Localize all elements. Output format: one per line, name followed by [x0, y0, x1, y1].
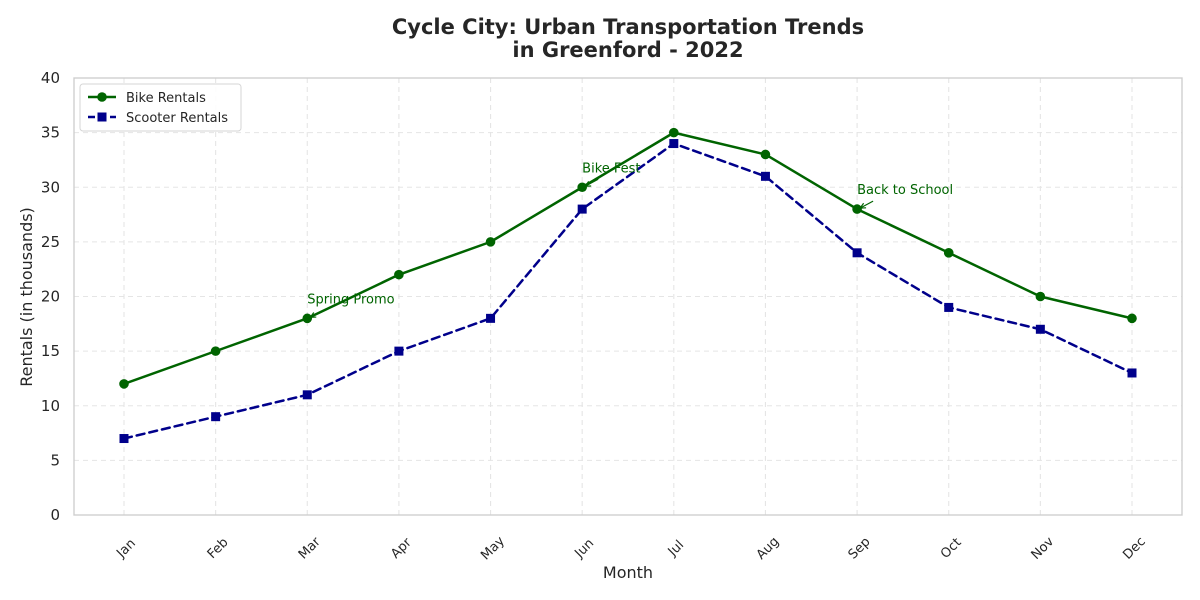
x-tick-label: Aug: [754, 534, 783, 563]
annotation-arrowhead: [858, 202, 867, 209]
annotation-arrow: [309, 309, 324, 318]
series-scooter-rentals: [119, 139, 1137, 444]
data-point-square: [119, 434, 129, 444]
series-bike-rentals: [119, 127, 1137, 389]
y-tick-label: 35: [41, 124, 60, 142]
x-axis-label: Month: [603, 563, 653, 582]
legend-label: Bike Rentals: [126, 91, 206, 106]
y-tick-label: 15: [41, 342, 60, 360]
data-point-circle: [210, 346, 221, 356]
series-line: [122, 142, 1134, 440]
data-point-square: [486, 313, 496, 323]
data-point-circle: [119, 379, 129, 389]
series-lines: [119, 127, 1137, 444]
plot-area-border: [73, 77, 1183, 516]
y-tick-label: 10: [41, 397, 60, 415]
data-point-circle: [669, 127, 679, 138]
y-tick-label: 30: [41, 178, 60, 196]
annotation-arrow: [859, 200, 874, 209]
y-tick-label: 40: [41, 69, 60, 87]
x-tick-label: May: [478, 534, 508, 564]
series-line: [122, 131, 1134, 386]
legend-item: Scooter Rentals: [88, 111, 228, 126]
data-point-circle: [1127, 313, 1137, 324]
data-point-circle: [577, 182, 587, 193]
data-point-square: [669, 139, 679, 149]
annotations: Spring Promo Bike Fest Back to School: [307, 161, 953, 319]
legend-marker-square: [97, 112, 107, 122]
x-tick-label: Jun: [572, 536, 598, 562]
data-point-square: [760, 171, 770, 181]
x-tick-label: Mar: [296, 534, 324, 562]
data-point-circle: [302, 313, 313, 324]
annotation: Back to School: [857, 183, 953, 209]
data-point-circle: [394, 269, 404, 280]
annotation-label: Spring Promo: [307, 292, 394, 307]
x-tick-label: Apr: [388, 535, 415, 562]
x-tick-label: Jan: [113, 536, 138, 561]
annotation-arrow: [584, 178, 599, 187]
legend: Bike Rentals Scooter Rentals: [79, 83, 242, 132]
x-tick-label: Nov: [1029, 534, 1058, 563]
grid-lines: [74, 78, 1182, 515]
annotation: Bike Fest: [582, 161, 641, 187]
annotation-label: Bike Fest: [582, 161, 640, 176]
data-point-square: [302, 390, 312, 400]
data-point-circle: [1035, 291, 1046, 302]
annotation-arrowhead: [583, 181, 592, 187]
legend-marker-circle: [97, 92, 107, 102]
y-tick-label: 0: [50, 506, 60, 524]
data-point-circle: [760, 149, 771, 160]
data-point-square: [577, 204, 587, 214]
y-tick-label: 25: [41, 233, 60, 251]
legend-label: Scooter Rentals: [126, 111, 228, 126]
data-point-square: [944, 302, 954, 312]
data-point-circle: [485, 237, 496, 247]
chart-title-line-1: Cycle City: Urban Transportation Trends: [392, 15, 864, 39]
chart-title-line-2: in Greenford - 2022: [512, 38, 743, 62]
data-point-square: [211, 412, 221, 422]
y-tick-label: 5: [50, 451, 60, 469]
annotation-label: Back to School: [857, 183, 953, 198]
annotation: Spring Promo: [307, 292, 395, 319]
x-tick-label: Oct: [938, 535, 965, 562]
data-point-circle: [852, 204, 862, 214]
data-point-square: [394, 346, 404, 356]
y-tick-label: 20: [41, 288, 60, 306]
data-point-square: [1127, 368, 1137, 378]
x-tick-label: Jul: [665, 538, 687, 560]
data-point-square: [852, 248, 862, 258]
annotation-arrowhead: [309, 312, 317, 319]
x-tick-label: Sep: [846, 535, 874, 563]
data-point-circle: [943, 248, 954, 258]
x-tick-label: Dec: [1120, 534, 1148, 562]
data-point-square: [1035, 324, 1045, 334]
y-axis-label: Rentals (in thousands): [17, 207, 36, 387]
legend-box: [79, 83, 242, 132]
legend-item: Bike Rentals: [88, 91, 206, 106]
legend-items: Bike Rentals Scooter Rentals: [88, 91, 228, 126]
x-tick-label: Feb: [205, 535, 232, 562]
